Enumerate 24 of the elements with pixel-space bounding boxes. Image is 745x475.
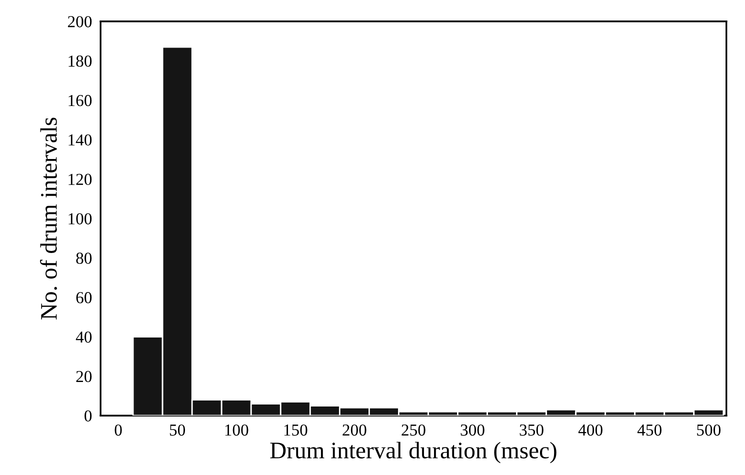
x-tick-label: 300	[460, 424, 484, 436]
y-tick-label: 60	[76, 292, 92, 304]
y-tick-label: 160	[68, 94, 92, 106]
x-tick-label: 450	[637, 424, 662, 436]
y-tick-label: 180	[68, 56, 92, 67]
y-tick-label: 40	[76, 331, 92, 343]
x-tick-label: 400	[578, 424, 602, 436]
x-tick-label: 150	[284, 424, 308, 436]
y-tick-label: 140	[68, 134, 92, 146]
y-tick-label: 80	[76, 252, 92, 264]
y-tick-label: 20	[76, 370, 92, 382]
x-tick-label: 0	[114, 424, 122, 436]
x-axis-title: Drum interval duration (msec)	[270, 442, 556, 464]
x-tick-label: 250	[402, 424, 426, 436]
x-tick-label: 350	[520, 424, 544, 436]
y-axis-title: No. of drum intervals	[40, 118, 57, 320]
y-tick-label: 100	[68, 213, 92, 224]
y-tick-label: 120	[68, 174, 92, 186]
y-tick-label: 0	[84, 410, 92, 422]
y-tick-label: 200	[68, 16, 92, 28]
x-tick-label: 500	[697, 424, 721, 436]
x-tick-label: 100	[225, 424, 248, 436]
x-tick-label: 200	[342, 424, 366, 436]
x-tick-label: 50	[170, 424, 186, 436]
